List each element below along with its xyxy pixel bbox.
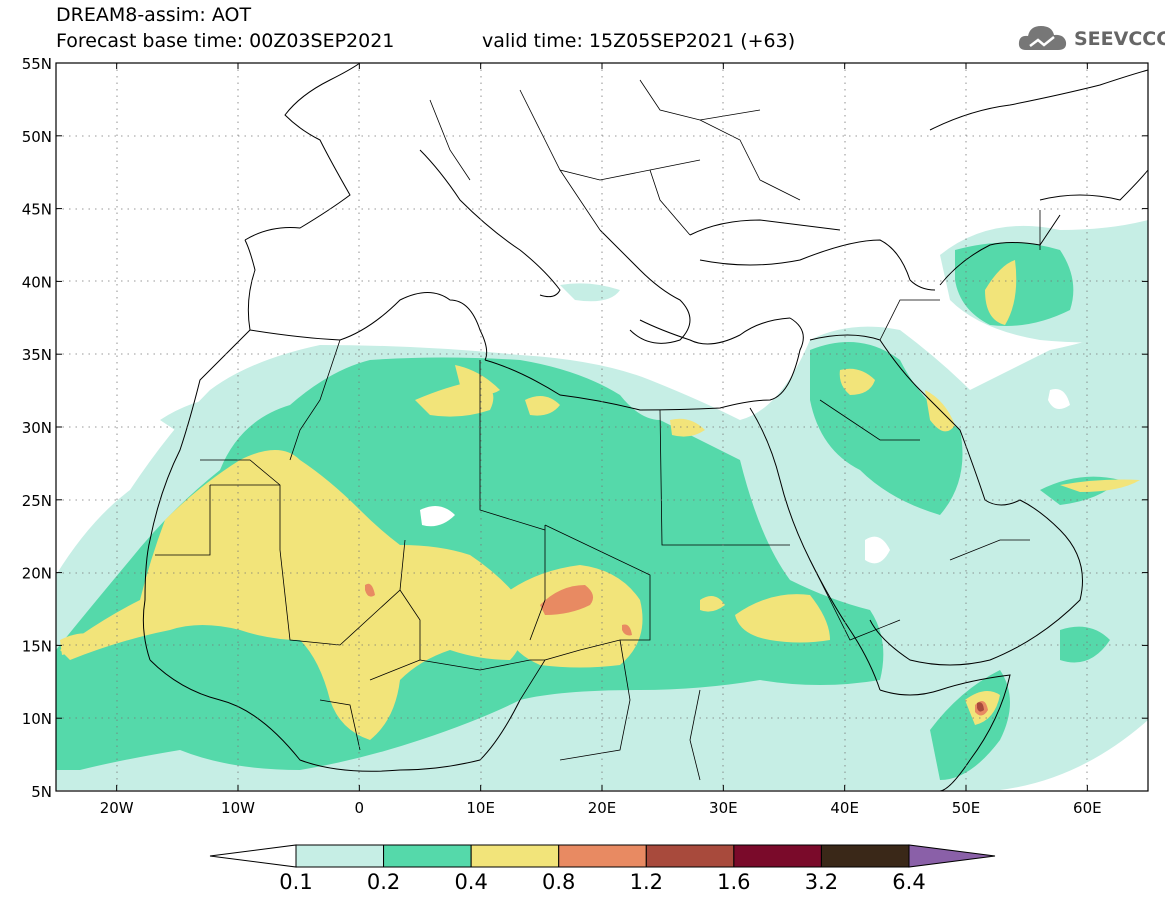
- lat-label: 50N: [22, 128, 52, 146]
- colorbar-box: [820, 844, 910, 868]
- grid-lines: [56, 63, 1148, 791]
- lat-label: 35N: [22, 346, 52, 364]
- colorbar-box: [645, 844, 735, 868]
- colorbar-label: 0.4: [454, 870, 487, 894]
- lat-label: 5N: [31, 783, 52, 801]
- seevccc-logo: SEEVCCC: [1016, 20, 1165, 56]
- colorbar-label: 0.2: [367, 870, 400, 894]
- latitude-labels: 55N 50N 45N 40N 35N 30N 25N 20N 15N 10N 5N: [22, 55, 52, 801]
- colorbar-box: [295, 844, 385, 868]
- colorbar-labels: 0.1 0.2 0.4 0.8 1.2 1.6 3.2 6.4: [279, 870, 925, 894]
- colorbar-upper-triangle: [908, 844, 996, 868]
- coastlines: [142, 63, 1148, 791]
- colorbar-label: 3.2: [805, 870, 838, 894]
- colorbar-box: [470, 844, 560, 868]
- lon-label: 30E: [709, 799, 738, 817]
- colorbar-label: 1.6: [717, 870, 750, 894]
- lat-label: 30N: [22, 419, 52, 437]
- colorbar-box: [383, 844, 472, 868]
- lon-label: 20E: [588, 799, 617, 817]
- valid-time: valid time: 15Z05SEP2021 (+63): [482, 30, 796, 52]
- lat-label: 45N: [22, 201, 52, 219]
- lon-label: 50E: [952, 799, 981, 817]
- colorbar-lower-triangle: [209, 844, 297, 868]
- lat-label: 15N: [22, 637, 52, 655]
- colorbar-label: 0.8: [542, 870, 575, 894]
- aot-fields: [56, 63, 1148, 791]
- colorbar-label: 1.2: [630, 870, 663, 894]
- colorbar-label: 6.4: [892, 870, 925, 894]
- map-title: DREAM8-assim: AOT: [56, 4, 252, 26]
- lon-label: 60E: [1073, 799, 1102, 817]
- lat-label: 25N: [22, 492, 52, 510]
- country-borders: [155, 79, 1041, 781]
- colorbar-box: [733, 844, 822, 868]
- lon-label: 10E: [466, 799, 495, 817]
- logo-text: SEEVCCC: [1074, 28, 1165, 50]
- colorbar-box: [558, 844, 647, 868]
- axis-ticks: [56, 62, 1148, 792]
- forecast-base-time: Forecast base time: 00Z03SEP2021: [56, 30, 395, 52]
- longitude-labels: 20W 10W 0 10E 20E 30E 40E 50E 60E: [100, 799, 1102, 817]
- lat-label: 40N: [22, 273, 52, 291]
- lon-label: 40E: [830, 799, 859, 817]
- lon-label: 20W: [100, 799, 134, 817]
- colorbar: [209, 844, 996, 868]
- lat-label: 10N: [22, 710, 52, 728]
- cloud-icon: [1018, 26, 1067, 50]
- lat-label: 20N: [22, 565, 52, 583]
- colorbar-label: 0.1: [279, 870, 312, 894]
- lon-label: 10W: [221, 799, 255, 817]
- lat-label: 55N: [22, 55, 52, 73]
- lon-label: 0: [355, 799, 365, 817]
